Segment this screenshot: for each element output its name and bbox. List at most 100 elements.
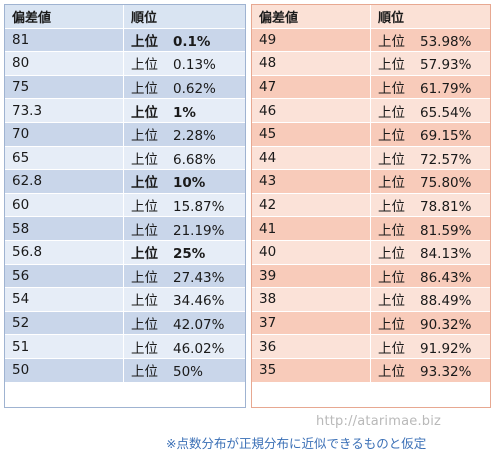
rank-prefix: 上位 bbox=[131, 33, 158, 50]
rank-cell: 上位 93.32% bbox=[370, 357, 492, 383]
score-cell: 49 bbox=[251, 27, 371, 53]
score-cell: 44 bbox=[251, 145, 371, 171]
score-cell: 70 bbox=[4, 121, 124, 147]
rank-cell: 上位 0.13% bbox=[123, 51, 247, 76]
table-row: 56.8 上位 25% bbox=[4, 239, 247, 265]
rank-percent: 6.68% bbox=[173, 151, 216, 168]
table-row: 40 上位 84.13% bbox=[251, 239, 492, 265]
column-header-score: 偏差値 bbox=[251, 4, 371, 29]
rank-percent: 93.32% bbox=[420, 364, 472, 381]
score-cell: 81 bbox=[4, 27, 124, 53]
score-cell: 37 bbox=[251, 310, 371, 336]
rank-cell: 上位 81.59% bbox=[370, 216, 492, 241]
rank-prefix: 上位 bbox=[131, 293, 158, 310]
rank-percent: 72.57% bbox=[420, 151, 472, 168]
rank-percent: 0.13% bbox=[173, 57, 216, 74]
rank-percent: 10% bbox=[173, 175, 206, 192]
score-cell: 51 bbox=[4, 334, 124, 359]
column-header-rank: 順位 bbox=[123, 4, 247, 29]
rank-cell: 上位 10% bbox=[123, 169, 247, 194]
rank-cell: 上位 2.28% bbox=[123, 121, 247, 147]
score-cell: 39 bbox=[251, 263, 371, 289]
score-cell: 35 bbox=[251, 357, 371, 383]
rank-percent: 34.46% bbox=[173, 293, 225, 310]
rank-prefix: 上位 bbox=[378, 57, 405, 74]
table-row: 56 上位 27.43% bbox=[4, 263, 247, 289]
rank-percent: 21.19% bbox=[173, 222, 225, 239]
rank-percent: 53.98% bbox=[420, 33, 472, 50]
table-row: 47 上位 61.79% bbox=[251, 74, 492, 100]
score-cell: 41 bbox=[251, 216, 371, 241]
watermark-url: http://atarimae.biz bbox=[316, 414, 442, 429]
rank-cell: 上位 86.43% bbox=[370, 263, 492, 289]
rank-cell: 上位 0.1% bbox=[123, 27, 247, 53]
score-cell: 62.8 bbox=[4, 169, 124, 194]
score-cell: 43 bbox=[251, 169, 371, 194]
rank-cell: 上位 1% bbox=[123, 98, 247, 123]
rank-percent: 90.32% bbox=[420, 317, 472, 334]
rank-prefix: 上位 bbox=[378, 340, 405, 357]
rank-prefix: 上位 bbox=[378, 364, 405, 381]
rank-percent: 0.62% bbox=[173, 81, 216, 98]
rank-prefix: 上位 bbox=[378, 269, 405, 286]
score-cell: 50 bbox=[4, 357, 124, 383]
rank-percent: 42.07% bbox=[173, 317, 225, 334]
table-row: 36 上位 91.92% bbox=[251, 334, 492, 359]
rank-prefix: 上位 bbox=[131, 128, 158, 145]
rank-cell: 上位 21.19% bbox=[123, 216, 247, 241]
score-cell: 38 bbox=[251, 287, 371, 312]
table-row: 62.8 上位 10% bbox=[4, 169, 247, 194]
rank-prefix: 上位 bbox=[131, 151, 158, 168]
score-cell: 46 bbox=[251, 98, 371, 123]
table-row: 43 上位 75.80% bbox=[251, 169, 492, 194]
table-row: 45 上位 69.15% bbox=[251, 121, 492, 147]
rank-cell: 上位 46.02% bbox=[123, 334, 247, 359]
rank-cell: 上位 91.92% bbox=[370, 334, 492, 359]
rank-prefix: 上位 bbox=[131, 199, 158, 216]
rank-cell: 上位 61.79% bbox=[370, 74, 492, 100]
rank-cell: 上位 42.07% bbox=[123, 310, 247, 336]
table-row: 37 上位 90.32% bbox=[251, 310, 492, 336]
score-cell: 75 bbox=[4, 74, 124, 100]
rank-cell: 上位 27.43% bbox=[123, 263, 247, 289]
table-row: 48 上位 57.93% bbox=[251, 51, 492, 76]
table-row: 65 上位 6.68% bbox=[4, 145, 247, 171]
table-row: 39 上位 86.43% bbox=[251, 263, 492, 289]
score-cell: 56 bbox=[4, 263, 124, 289]
table-row: 50 上位 50% bbox=[4, 357, 247, 383]
rank-prefix: 上位 bbox=[378, 317, 405, 334]
score-cell: 40 bbox=[251, 239, 371, 265]
score-cell: 58 bbox=[4, 216, 124, 241]
rank-prefix: 上位 bbox=[131, 317, 158, 334]
table-row: 51 上位 46.02% bbox=[4, 334, 247, 359]
rank-percent: 50% bbox=[173, 364, 204, 381]
footnote: ※点数分布が正規分布に近似できるものと仮定 bbox=[166, 436, 427, 451]
rank-prefix: 上位 bbox=[131, 222, 158, 239]
rank-cell: 上位 88.49% bbox=[370, 287, 492, 312]
rank-percent: 69.15% bbox=[420, 128, 472, 145]
score-cell: 45 bbox=[251, 121, 371, 147]
table-row: 70 上位 2.28% bbox=[4, 121, 247, 147]
rank-cell: 上位 57.93% bbox=[370, 51, 492, 76]
score-cell: 60 bbox=[4, 192, 124, 218]
table-row: 42 上位 78.81% bbox=[251, 192, 492, 218]
rank-cell: 上位 0.62% bbox=[123, 74, 247, 100]
table-row: 38 上位 88.49% bbox=[251, 287, 492, 312]
rank-cell: 上位 15.87% bbox=[123, 192, 247, 218]
rank-cell: 上位 53.98% bbox=[370, 27, 492, 53]
rank-percent: 0.1% bbox=[173, 33, 211, 50]
rank-percent: 81.59% bbox=[420, 222, 472, 239]
rank-cell: 上位 75.80% bbox=[370, 169, 492, 194]
table-row: 52 上位 42.07% bbox=[4, 310, 247, 336]
rank-percent: 88.49% bbox=[420, 293, 472, 310]
rank-percent: 15.87% bbox=[173, 199, 225, 216]
rank-percent: 2.28% bbox=[173, 128, 216, 145]
rank-prefix: 上位 bbox=[131, 81, 158, 98]
rank-percent: 25% bbox=[173, 246, 206, 263]
table-row: 46 上位 65.54% bbox=[251, 98, 492, 123]
table-row: 44 上位 72.57% bbox=[251, 145, 492, 171]
score-cell: 65 bbox=[4, 145, 124, 171]
rank-percent: 65.54% bbox=[420, 104, 472, 121]
rank-percent: 27.43% bbox=[173, 269, 225, 286]
table-row: 41 上位 81.59% bbox=[251, 216, 492, 241]
